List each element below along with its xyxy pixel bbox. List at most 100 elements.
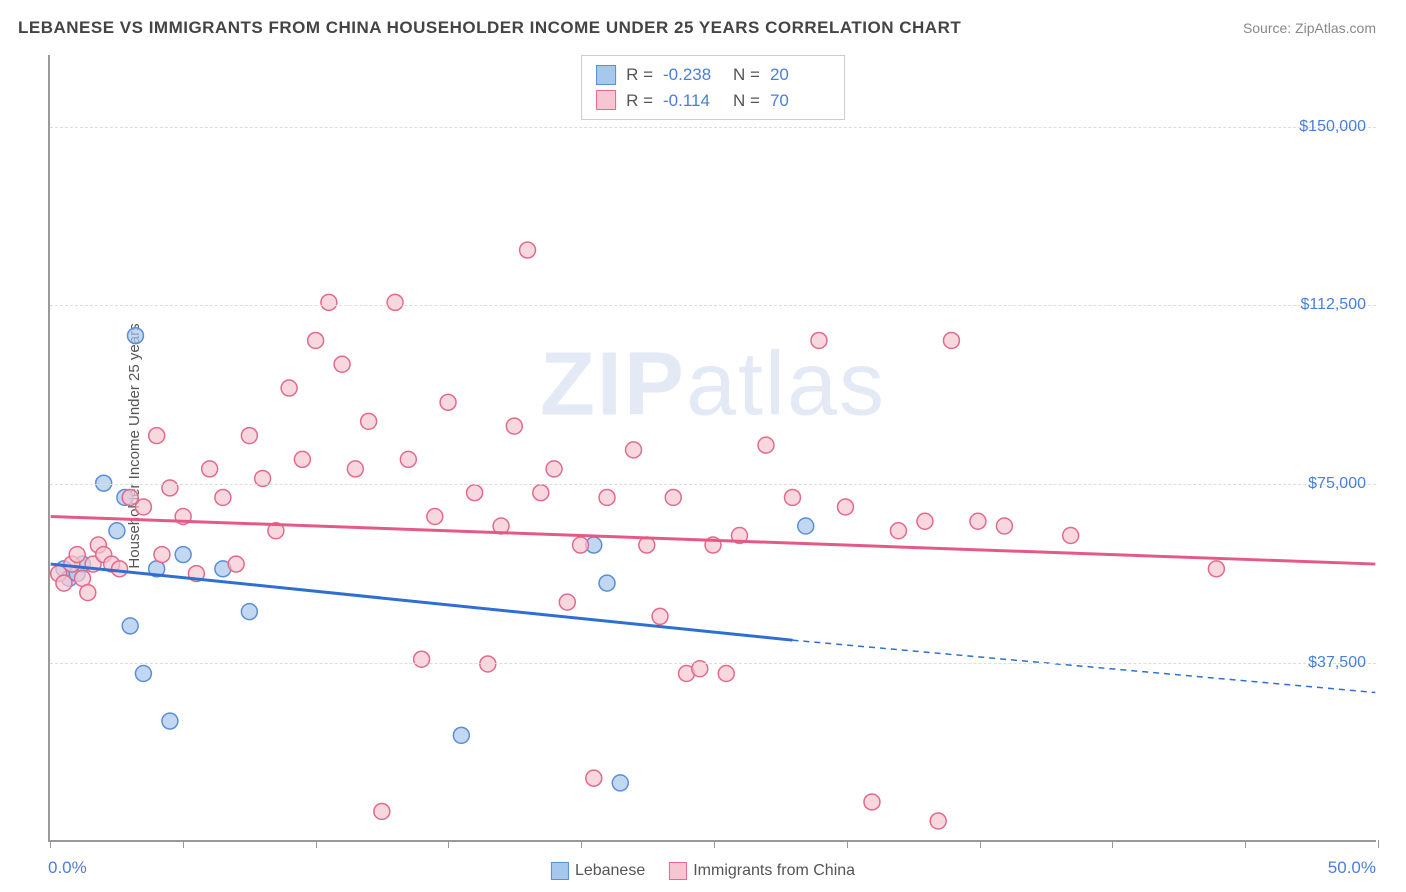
x-tick xyxy=(1378,840,1379,848)
stat-r-value: -0.238 xyxy=(663,62,723,88)
data-point xyxy=(784,489,800,505)
data-point xyxy=(798,518,814,534)
data-point xyxy=(440,394,456,410)
data-point xyxy=(162,713,178,729)
data-point xyxy=(308,332,324,348)
x-tick xyxy=(847,840,848,848)
x-tick xyxy=(581,840,582,848)
data-point xyxy=(917,513,933,529)
data-point xyxy=(718,666,734,682)
data-point xyxy=(665,489,681,505)
stat-n-value: 20 xyxy=(770,62,830,88)
x-axis-max-label: 50.0% xyxy=(1328,858,1376,878)
data-point xyxy=(175,547,191,563)
data-point xyxy=(837,499,853,515)
data-point xyxy=(374,803,390,819)
stat-n-label: N = xyxy=(733,88,760,114)
x-tick xyxy=(50,840,51,848)
data-point xyxy=(559,594,575,610)
stat-swatch xyxy=(596,90,616,110)
x-tick xyxy=(1245,840,1246,848)
y-tick-label: $150,000 xyxy=(1299,118,1366,136)
chart-title: LEBANESE VS IMMIGRANTS FROM CHINA HOUSEH… xyxy=(18,18,961,38)
data-point xyxy=(202,461,218,477)
y-tick-label: $75,000 xyxy=(1308,475,1366,493)
gridline xyxy=(50,484,1376,485)
data-point xyxy=(127,328,143,344)
data-point xyxy=(215,489,231,505)
plot-area: R =-0.238N =20R =-0.114N =70 ZIPatlas $3… xyxy=(48,55,1376,842)
data-point xyxy=(334,356,350,372)
data-point xyxy=(241,428,257,444)
data-point xyxy=(1063,528,1079,544)
data-point xyxy=(943,332,959,348)
data-point xyxy=(96,475,112,491)
data-point xyxy=(758,437,774,453)
x-tick xyxy=(183,840,184,848)
gridline xyxy=(50,663,1376,664)
trend-line xyxy=(51,564,793,640)
x-tick xyxy=(1112,840,1113,848)
correlation-stats-box: R = -0.238 N = 20 R = -0.114 N = 70 xyxy=(581,55,845,120)
source-attribution: Source: ZipAtlas.com xyxy=(1243,20,1376,36)
data-point xyxy=(387,294,403,310)
stat-n-value: 70 xyxy=(770,88,830,114)
data-point xyxy=(69,547,85,563)
chart-container: LEBANESE VS IMMIGRANTS FROM CHINA HOUSEH… xyxy=(0,0,1406,892)
data-point xyxy=(599,575,615,591)
data-point xyxy=(361,413,377,429)
legend-swatch xyxy=(669,862,687,880)
data-point xyxy=(996,518,1012,534)
data-point xyxy=(453,727,469,743)
data-point xyxy=(149,428,165,444)
data-point xyxy=(626,442,642,458)
data-point xyxy=(520,242,536,258)
data-point xyxy=(281,380,297,396)
data-point xyxy=(135,499,151,515)
data-point xyxy=(109,523,125,539)
gridline xyxy=(50,127,1376,128)
data-point xyxy=(321,294,337,310)
stat-r-value: -0.114 xyxy=(663,88,723,114)
data-point xyxy=(612,775,628,791)
x-tick xyxy=(316,840,317,848)
legend-swatch xyxy=(551,862,569,880)
data-point xyxy=(506,418,522,434)
stat-swatch xyxy=(596,65,616,85)
data-point xyxy=(652,608,668,624)
data-point xyxy=(135,666,151,682)
scatter-svg xyxy=(50,55,1376,840)
x-axis-min-label: 0.0% xyxy=(48,858,87,878)
legend-item: Lebanese xyxy=(551,862,645,880)
legend-label: Immigrants from China xyxy=(693,862,855,879)
data-point xyxy=(122,618,138,634)
gridline xyxy=(50,305,1376,306)
legend: Lebanese Immigrants from China xyxy=(551,862,855,880)
stat-r-label: R = xyxy=(626,88,653,114)
stat-row: R = -0.238 N = 20 xyxy=(596,62,830,88)
stat-r-label: R = xyxy=(626,62,653,88)
data-point xyxy=(533,485,549,501)
x-tick xyxy=(448,840,449,848)
trend-line xyxy=(51,516,1376,564)
data-point xyxy=(930,813,946,829)
legend-item: Immigrants from China xyxy=(669,862,855,880)
data-point xyxy=(467,485,483,501)
data-point xyxy=(154,547,170,563)
x-tick xyxy=(980,840,981,848)
x-tick xyxy=(714,840,715,848)
data-point xyxy=(228,556,244,572)
y-tick-label: $37,500 xyxy=(1308,654,1366,672)
legend-label: Lebanese xyxy=(575,862,645,879)
data-point xyxy=(546,461,562,477)
trend-line-extrapolated xyxy=(792,640,1375,692)
data-point xyxy=(599,489,615,505)
data-point xyxy=(162,480,178,496)
data-point xyxy=(1208,561,1224,577)
data-point xyxy=(241,604,257,620)
stat-n-label: N = xyxy=(733,62,760,88)
data-point xyxy=(427,509,443,525)
data-point xyxy=(294,451,310,467)
data-point xyxy=(573,537,589,553)
data-point xyxy=(890,523,906,539)
